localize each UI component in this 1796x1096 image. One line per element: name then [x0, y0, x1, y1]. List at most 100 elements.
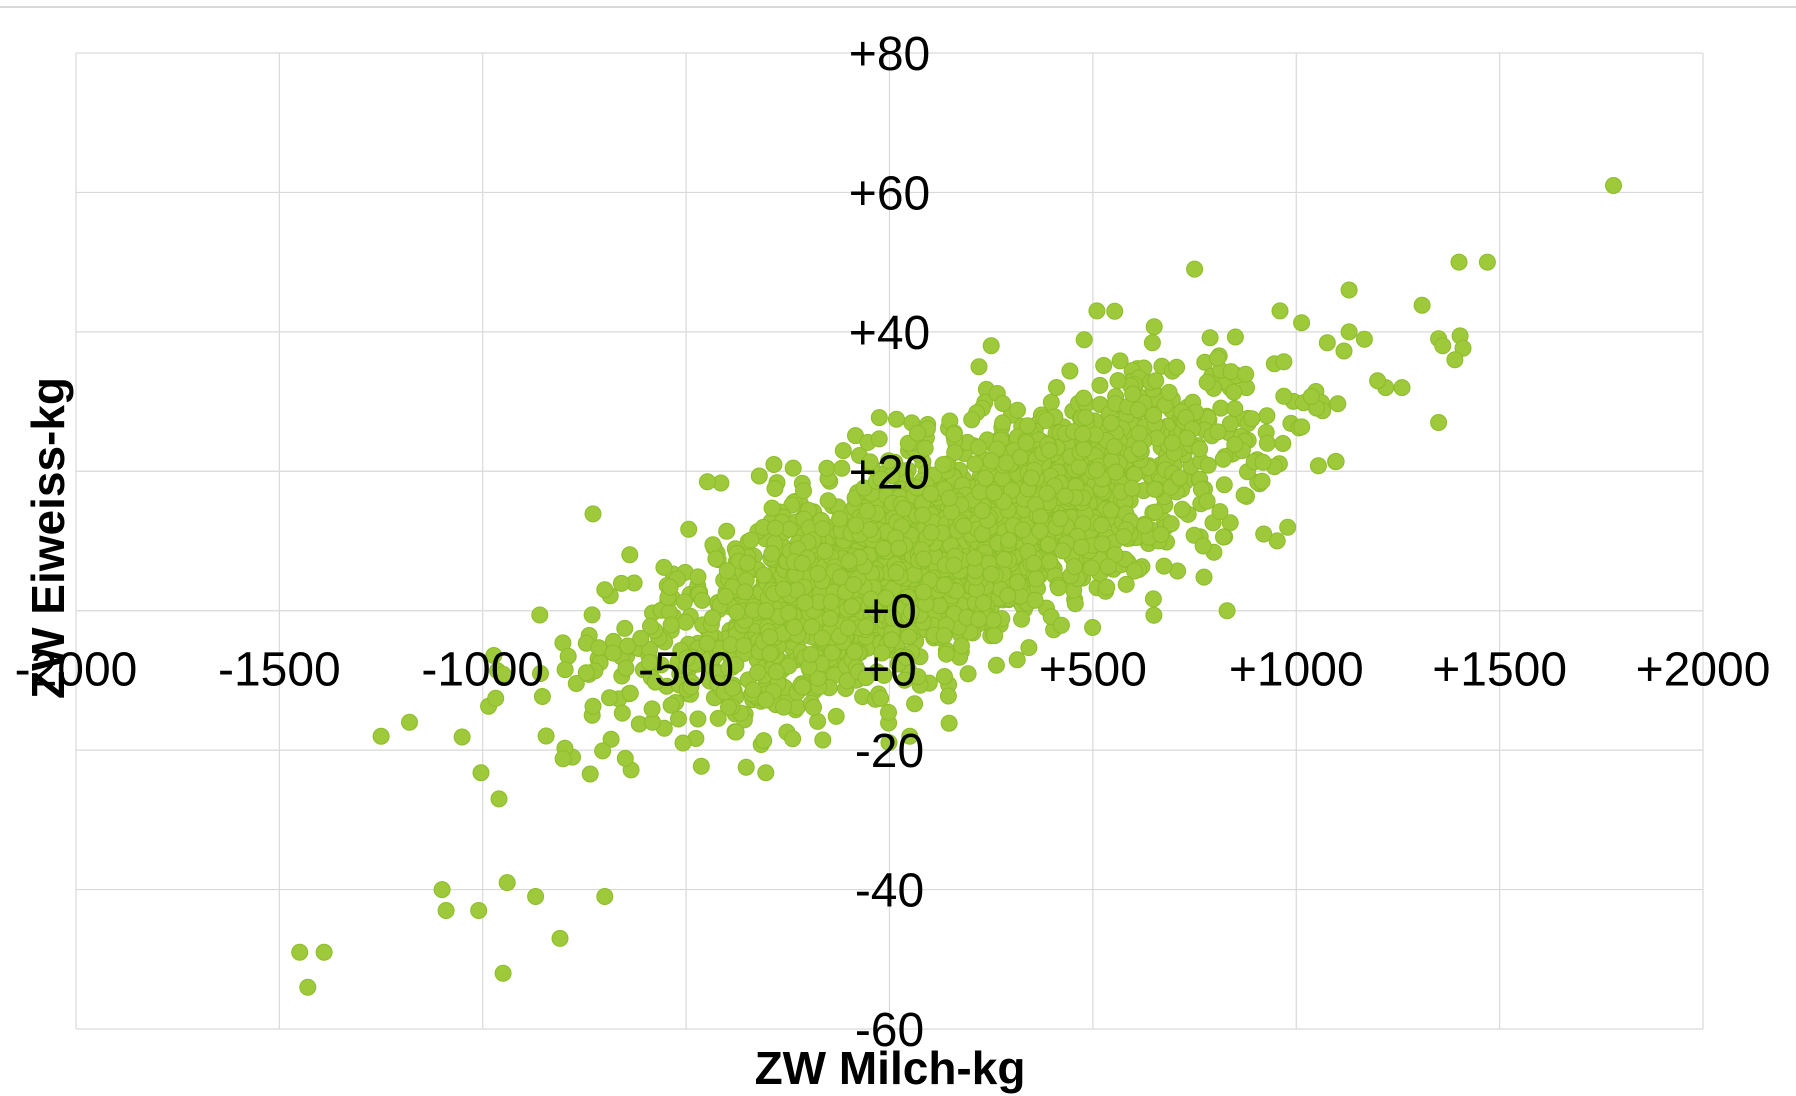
data-point: [857, 669, 875, 687]
data-point: [922, 485, 940, 503]
data-point: [1211, 503, 1229, 521]
data-point: [1243, 410, 1261, 428]
data-point: [596, 581, 614, 599]
data-point: [533, 688, 551, 705]
data-point: [757, 764, 775, 782]
data-point: [584, 505, 602, 523]
data-point: [833, 459, 851, 477]
data-point: [1191, 440, 1209, 458]
data-point: [670, 710, 687, 728]
data-point: [1126, 465, 1143, 483]
data-point: [834, 442, 852, 460]
data-point: [401, 713, 418, 731]
data-point: [1163, 434, 1181, 452]
data-point: [814, 731, 832, 749]
data-point: [1194, 537, 1212, 555]
data-point: [1126, 562, 1143, 580]
data-point: [763, 545, 781, 563]
data-point: [999, 587, 1017, 604]
data-point: [1077, 409, 1095, 426]
data-point: [916, 439, 934, 457]
data-point: [612, 574, 630, 592]
data-point: [736, 583, 754, 601]
data-point: [845, 576, 863, 594]
data-point: [662, 696, 680, 714]
data-point: [1130, 424, 1148, 442]
data-point: [1048, 379, 1065, 396]
data-point: [1302, 388, 1320, 405]
data-point: [784, 730, 802, 748]
data-point: [946, 444, 964, 461]
data-point: [937, 645, 955, 663]
data-point: [767, 663, 785, 681]
data-point: [755, 732, 773, 750]
data-point: [1051, 510, 1069, 528]
data-point: [1056, 487, 1074, 505]
data-point: [1008, 651, 1026, 669]
x-tick-label: +500: [1039, 644, 1147, 697]
data-point: [895, 500, 912, 518]
data-point: [1226, 436, 1244, 453]
data-point: [641, 654, 658, 671]
y-tick-label: -40: [855, 865, 924, 918]
data-point: [761, 628, 779, 646]
data-point: [1145, 406, 1163, 424]
data-point: [494, 665, 512, 683]
data-point: [775, 698, 793, 716]
data-point: [1091, 376, 1109, 394]
data-point: [1009, 573, 1026, 591]
data-point: [1106, 438, 1124, 456]
data-point: [532, 665, 549, 682]
data-point: [870, 430, 888, 448]
data-point: [986, 627, 1004, 645]
data-point: [976, 469, 994, 487]
data-point: [1214, 450, 1232, 468]
data-point: [1075, 389, 1093, 407]
data-point: [803, 618, 821, 636]
data-point: [934, 456, 952, 474]
data-point: [1478, 253, 1496, 271]
data-point: [757, 691, 775, 709]
data-point: [963, 411, 981, 429]
data-point: [915, 550, 933, 568]
x-tick-label: +2000: [1636, 644, 1771, 697]
data-point: [805, 698, 822, 716]
data-point: [1106, 302, 1124, 320]
data-point: [1031, 508, 1049, 526]
data-point: [577, 664, 595, 682]
data-point: [662, 616, 680, 634]
data-point: [1070, 458, 1088, 476]
data-point: [453, 728, 471, 746]
data-point: [1098, 578, 1116, 596]
data-point: [299, 978, 317, 996]
data-point: [1052, 616, 1070, 634]
data-point: [914, 506, 932, 524]
data-point: [794, 678, 812, 696]
data-point: [1275, 387, 1293, 405]
data-point: [554, 750, 572, 768]
data-point: [735, 637, 753, 655]
data-point: [816, 542, 834, 560]
data-point: [1413, 296, 1431, 314]
data-point: [1168, 358, 1186, 376]
data-point: [966, 455, 984, 473]
data-point: [698, 635, 716, 653]
data-point: [1111, 352, 1129, 370]
data-point: [1031, 522, 1049, 540]
data-point: [728, 603, 746, 621]
data-point: [581, 765, 599, 783]
data-point: [1061, 362, 1079, 380]
data-point: [766, 480, 784, 497]
data-point: [757, 602, 775, 620]
data-point: [485, 647, 503, 664]
data-point: [616, 619, 634, 637]
data-point: [616, 749, 634, 767]
data-point: [1088, 461, 1106, 479]
data-point: [1082, 559, 1100, 577]
data-point: [809, 565, 827, 583]
data-point: [632, 629, 650, 647]
data-point: [884, 609, 902, 627]
data-point: [739, 554, 756, 572]
data-point: [982, 565, 1000, 583]
data-point: [819, 492, 837, 510]
